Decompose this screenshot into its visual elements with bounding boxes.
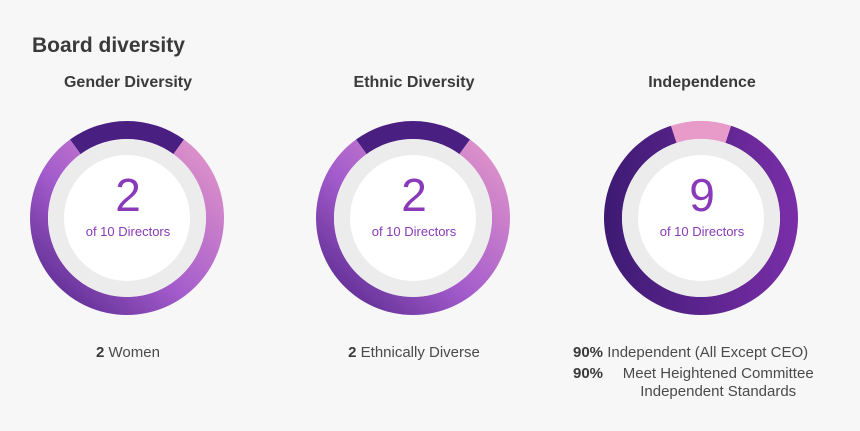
caption-text: Meet Heightened Committee Independent St… — [622, 365, 814, 400]
gender-donut — [29, 121, 224, 315]
ethnic-diversity-panel: Ethnic Diversity 2 of 10 Directors 2 Eth… — [269, 0, 559, 431]
panel-title: Ethnic Diversity — [353, 74, 475, 91]
highlight-slice — [69, 121, 185, 155]
caption-line: 90% Independent (All Except CEO) — [573, 344, 860, 362]
caption: 2 Ethnically Diverse — [269, 344, 559, 361]
director-count: 2 — [115, 169, 141, 221]
director-count: 2 — [401, 169, 427, 221]
director-sub: of 10 Directors — [85, 224, 171, 239]
caption-number: 2 — [96, 344, 105, 361]
panel-title: Gender Diversity — [63, 74, 193, 91]
caption-lines: 90% Independent (All Except CEO) 90% Mee… — [557, 344, 847, 404]
caption: 2 Women — [0, 344, 273, 361]
director-sub: of 10 Directors — [371, 224, 457, 239]
director-count: 9 — [689, 169, 715, 221]
center-disc — [64, 155, 190, 281]
panel-title: Independence — [648, 74, 756, 91]
caption-number: 90% — [573, 365, 604, 382]
director-sub: of 10 Directors — [659, 224, 745, 239]
page-title: Board diversity — [32, 34, 185, 57]
caption-text: Independent (All Except CEO) — [607, 344, 809, 361]
caption-number: 90% — [573, 344, 604, 361]
center-disc — [638, 155, 764, 281]
independence-donut — [604, 121, 798, 315]
center-disc — [350, 155, 476, 281]
caption-text: Ethnically Diverse — [360, 344, 480, 361]
gender-diversity-panel: Gender Diversity 2 of 10 Directors 2 Wom… — [0, 0, 273, 431]
caption-number: 2 — [348, 344, 357, 361]
remainder-slice — [671, 121, 731, 143]
independence-panel: Independence 9 of 10 Directors 90% Indep… — [557, 0, 847, 431]
ethnic-donut — [316, 121, 510, 315]
caption-line: 90% Meet Heightened Committee Independen… — [573, 365, 860, 401]
caption-text: Women — [108, 344, 160, 361]
highlight-slice — [355, 121, 471, 155]
